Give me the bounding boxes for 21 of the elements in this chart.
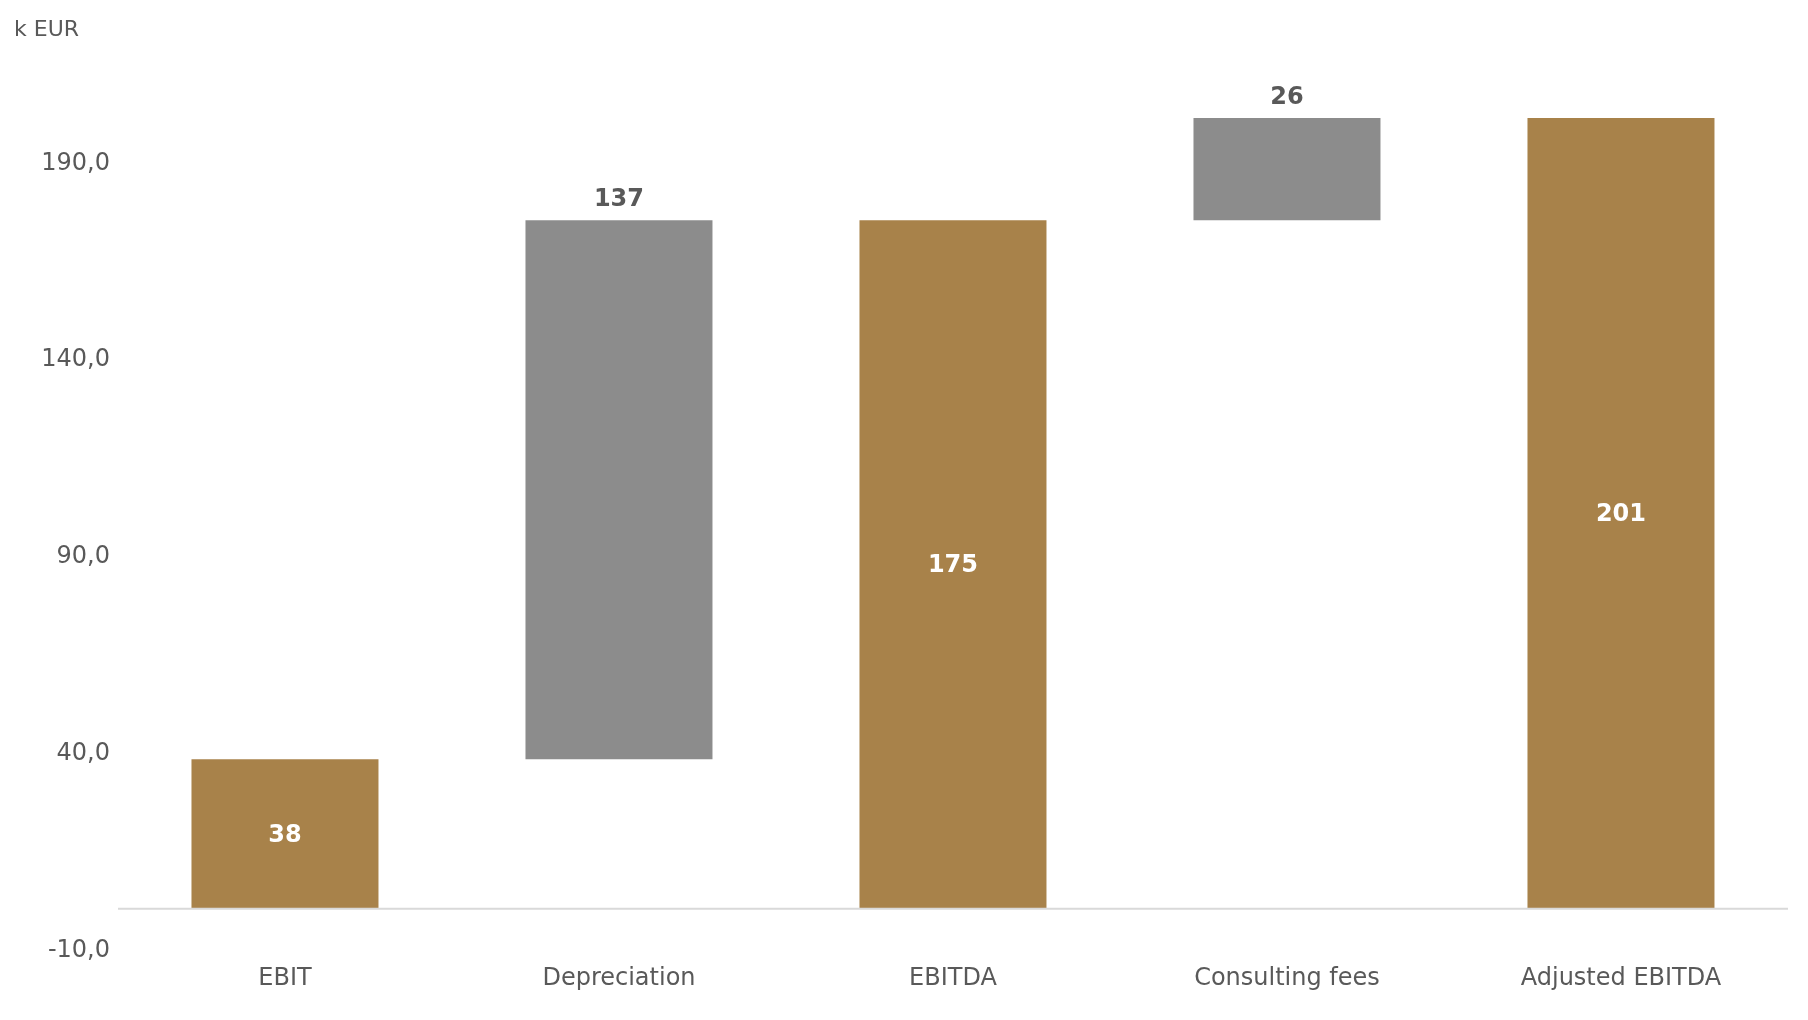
bar (525, 220, 713, 760)
x-tick-label: EBITDA (909, 963, 998, 992)
x-tick-label: Adjusted EBITDA (1520, 963, 1722, 992)
y-tick-label: 90,0 (56, 541, 110, 570)
y-tick-label: 40,0 (56, 737, 110, 766)
x-tick-label: Consulting fees (1194, 963, 1380, 992)
x-tick-label: EBIT (258, 963, 313, 992)
data-label: 201 (1595, 499, 1647, 528)
y-axis-title: k EUR (14, 16, 80, 41)
bar (1193, 118, 1381, 221)
data-label: 175 (927, 550, 979, 579)
y-tick-label: 140,0 (41, 344, 110, 373)
bar (1527, 118, 1715, 909)
data-label: 38 (268, 819, 302, 848)
bar (191, 759, 379, 909)
y-tick-label: -10,0 (47, 934, 110, 963)
bar (859, 220, 1047, 909)
x-tick-label: Depreciation (542, 963, 696, 992)
y-tick-label: 190,0 (41, 147, 110, 176)
data-label: 137 (593, 184, 645, 213)
data-label: 26 (1270, 82, 1304, 110)
